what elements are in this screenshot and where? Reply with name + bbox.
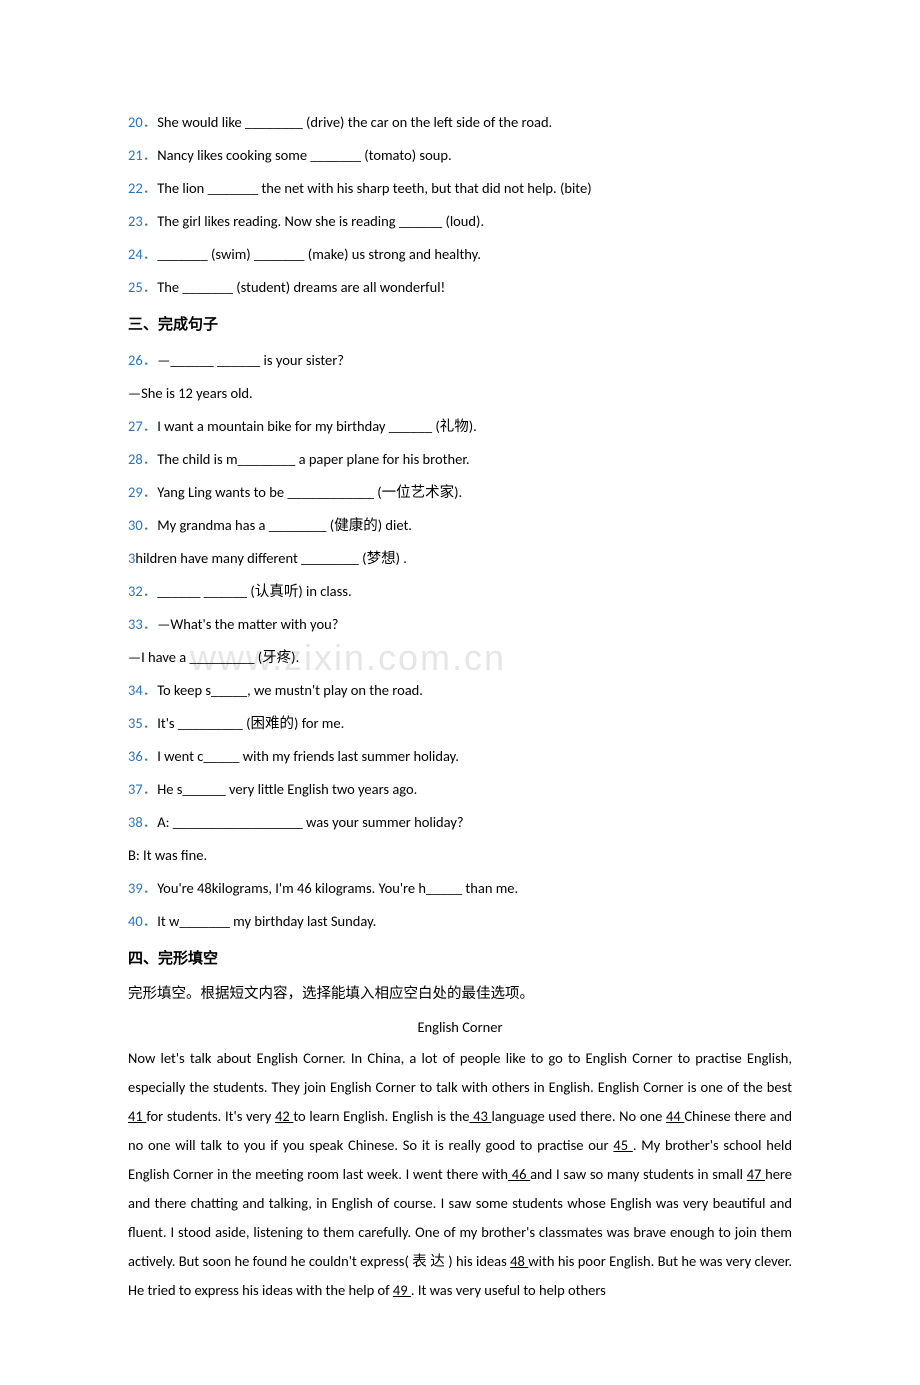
item-num: 21． <box>128 146 157 164</box>
passage-part: Now let's talk about English Corner. In … <box>128 1049 792 1096</box>
item-text: B: It was fine. <box>128 846 207 864</box>
item-text: A: __________________ was your summer ho… <box>157 813 463 831</box>
item-text: —She is 12 years old. <box>128 384 253 402</box>
blank-44: 44 <box>666 1107 684 1125</box>
cloze-passage: Now let's talk about English Corner. In … <box>128 1044 792 1305</box>
item-20: 20．She would like ________ (drive) the c… <box>128 108 792 137</box>
item-num: 36． <box>128 747 157 765</box>
item-30: 30．My grandma has a ________ (健康的) diet. <box>128 511 792 540</box>
item-26: 26．—______ ______ is your sister? <box>128 346 792 375</box>
item-num: 20． <box>128 113 157 131</box>
item-29: 29．Yang Ling wants to be ____________ (一… <box>128 478 792 507</box>
item-num: 30． <box>128 516 157 534</box>
item-32: 32．______ ______ (认真听) in class. <box>128 577 792 606</box>
item-25: 25．The _______ (student) dreams are all … <box>128 273 792 302</box>
section-3-heading: 三、完成句子 <box>128 310 792 340</box>
item-text: My grandma has a ________ (健康的) diet. <box>157 516 412 534</box>
item-text: It's _________ (困难的) for me. <box>157 714 344 732</box>
blank-46: 46 <box>508 1165 530 1183</box>
item-33: 33．—What's the matter with you? <box>128 610 792 639</box>
item-text: The child is m________ a paper plane for… <box>157 450 469 468</box>
item-num: 26． <box>128 351 157 369</box>
blank-45: 45 <box>613 1136 632 1154</box>
blank-43: 43 <box>469 1107 491 1125</box>
item-text: The girl likes reading. Now she is readi… <box>157 212 484 230</box>
item-34: 34．To keep s_____, we mustn't play on th… <box>128 676 792 705</box>
blank-49: 49 <box>393 1281 411 1299</box>
section-4-heading: 四、完形填空 <box>128 944 792 974</box>
item-text: It w_______ my birthday last Sunday. <box>157 912 376 930</box>
item-text: —I have a _________ (牙疼). <box>128 648 299 666</box>
item-num: 25． <box>128 278 157 296</box>
item-text: The _______ (student) dreams are all won… <box>157 278 445 296</box>
item-num: 40． <box>128 912 157 930</box>
item-num: 22． <box>128 179 157 197</box>
item-40: 40．It w_______ my birthday last Sunday. <box>128 907 792 936</box>
item-27: 27．I want a mountain bike for my birthda… <box>128 412 792 441</box>
item-text: —______ ______ is your sister? <box>157 351 344 369</box>
item-text: He s______ very little English two years… <box>157 780 417 798</box>
item-num: 27． <box>128 417 157 435</box>
passage-part: language used there. No one <box>491 1107 666 1125</box>
item-37: 37．He s______ very little English two ye… <box>128 775 792 804</box>
page-content: 20．She would like ________ (drive) the c… <box>128 108 792 1305</box>
item-26b: —She is 12 years old. <box>128 379 792 408</box>
item-23: 23．The girl likes reading. Now she is re… <box>128 207 792 236</box>
item-num: 38． <box>128 813 157 831</box>
item-28: 28．The child is m________ a paper plane … <box>128 445 792 474</box>
item-39: 39．You're 48kilograms, I'm 46 kilograms.… <box>128 874 792 903</box>
item-22: 22．The lion _______ the net with his sha… <box>128 174 792 203</box>
item-num: 28． <box>128 450 157 468</box>
item-text: ______ ______ (认真听) in class. <box>157 582 351 600</box>
item-num: 35． <box>128 714 157 732</box>
item-text: She would like ________ (drive) the car … <box>157 113 552 131</box>
item-text: Yang Ling wants to be ____________ (一位艺术… <box>157 483 462 501</box>
item-num: 34． <box>128 681 157 699</box>
blank-47: 47 <box>747 1165 765 1183</box>
item-21: 21．Nancy likes cooking some _______ (tom… <box>128 141 792 170</box>
item-num: 23． <box>128 212 157 230</box>
item-text: hildren have many different ________ (梦想… <box>135 549 407 567</box>
item-text: The lion _______ the net with his sharp … <box>157 179 591 197</box>
blank-42: 42 <box>275 1107 293 1125</box>
item-text: Nancy likes cooking some _______ (tomato… <box>157 146 451 164</box>
item-text: I went c_____ with my friends last summe… <box>157 747 459 765</box>
item-text: —What's the matter with you? <box>157 615 338 633</box>
cloze-intro: 完形填空。根据短文内容，选择能填入相应空白处的最佳选项。 <box>128 980 792 1009</box>
blank-48: 48 <box>510 1252 528 1270</box>
item-text: You're 48kilograms, I'm 46 kilograms. Yo… <box>157 879 518 897</box>
cloze-title: English Corner <box>128 1013 792 1042</box>
blank-41: 41 <box>128 1107 146 1125</box>
passage-part: to learn English. English is the <box>293 1107 469 1125</box>
item-text: I want a mountain bike for my birthday _… <box>157 417 477 435</box>
passage-part: for students. It's very <box>146 1107 275 1125</box>
passage-part: and I saw so many students in small <box>530 1165 747 1183</box>
item-num: 24． <box>128 245 157 263</box>
item-text: To keep s_____, we mustn't play on the r… <box>157 681 423 699</box>
item-38: 38．A: __________________ was your summer… <box>128 808 792 837</box>
item-num: 32． <box>128 582 157 600</box>
item-36: 36．I went c_____ with my friends last su… <box>128 742 792 771</box>
item-35: 35．It's _________ (困难的) for me. <box>128 709 792 738</box>
item-num: 29． <box>128 483 157 501</box>
item-33b: —I have a _________ (牙疼). <box>128 643 792 672</box>
item-24: 24．_______ (swim) _______ (make) us stro… <box>128 240 792 269</box>
item-text: _______ (swim) _______ (make) us strong … <box>157 245 481 263</box>
passage-part: . It was very useful to help others <box>411 1281 606 1299</box>
item-num: 37． <box>128 780 157 798</box>
item-31: 3hildren have many different ________ (梦… <box>128 544 792 573</box>
item-38b: B: It was fine. <box>128 841 792 870</box>
item-num: 33． <box>128 615 157 633</box>
item-num: 39． <box>128 879 157 897</box>
